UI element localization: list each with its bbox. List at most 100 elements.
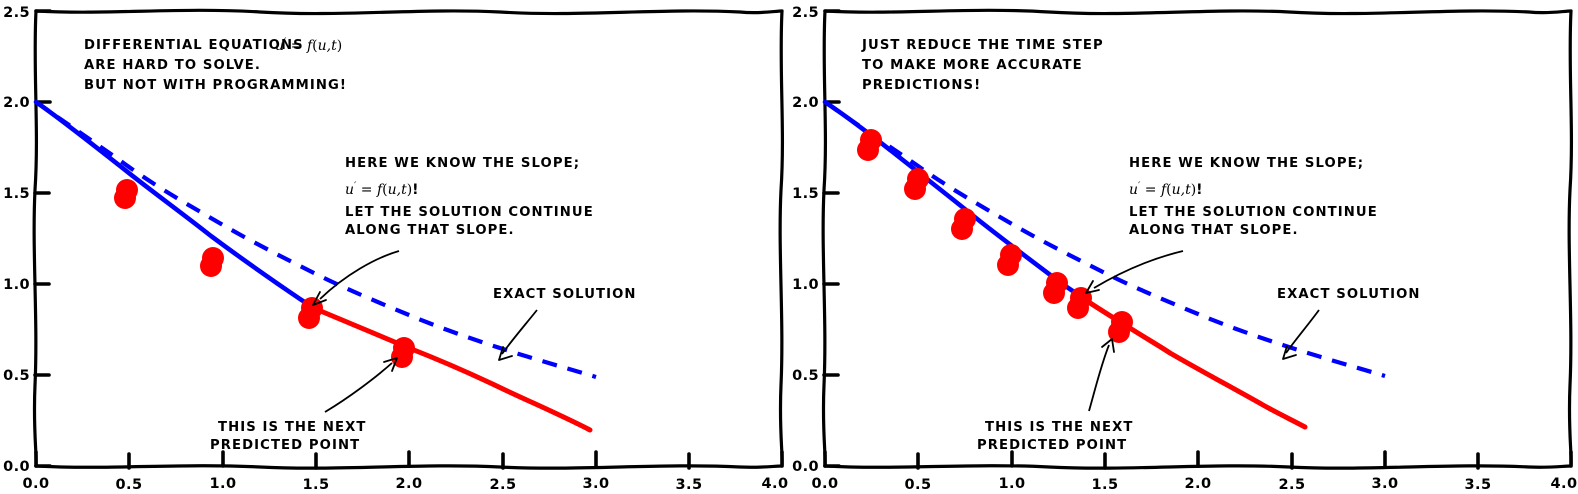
slope-arrow-head	[1085, 280, 1100, 294]
y-tick-label-1: 0.5	[3, 368, 30, 384]
y-ticks	[822, 9, 841, 468]
title-line-2: TO MAKE MORE ACCURATE	[862, 58, 1083, 73]
point-marker-1b	[200, 255, 222, 277]
x-tick-label-8: 4.0	[1551, 476, 1578, 492]
x-ticks	[34, 450, 784, 470]
next-point-line-2: PREDICTED POINT	[210, 438, 360, 453]
y-tick-label-3: 1.5	[3, 186, 30, 202]
title-line-2: ARE HARD TO SOLVE.	[84, 58, 261, 73]
panel-title: JUST REDUCE THE TIME STEP TO MAKE MORE A…	[861, 38, 1104, 93]
exact-solution-annotation: EXACT SOLUTION	[493, 287, 637, 361]
point-markers	[857, 129, 1133, 343]
y-tick-label-3: 1.5	[792, 186, 819, 202]
y-tick-label-5: 2.5	[3, 5, 30, 21]
slope-arrow-shaft	[1093, 250, 1184, 289]
point-marker-0b	[114, 187, 136, 209]
slope-math: u′ = f(u,t)!	[345, 181, 419, 198]
x-tick-label-4: 2.0	[1185, 476, 1212, 492]
y-tick-label-0: 0.0	[3, 459, 30, 475]
top-spine	[34, 8, 784, 16]
exact-solution-label: EXACT SOLUTION	[493, 287, 637, 302]
x-tick-label-7: 3.5	[1465, 477, 1492, 493]
slope-line-4: ALONG THAT SLOPE.	[345, 223, 515, 238]
exact-solution-curve	[823, 100, 1386, 379]
point-marker-0b	[857, 139, 879, 161]
y-tick-label-1: 0.5	[792, 368, 819, 384]
x-tick-label-5: 2.5	[490, 477, 517, 493]
x-tick-label-8: 4.0	[762, 476, 789, 492]
exact-solution-label: EXACT SOLUTION	[1277, 287, 1421, 302]
point-marker-3b	[997, 254, 1019, 276]
point-marker-4b	[1043, 282, 1065, 304]
exact-solution-annotation: EXACT SOLUTION	[1277, 287, 1421, 360]
next-point-arrow-head	[383, 357, 398, 372]
title-line-3: PREDICTIONS!	[862, 78, 981, 93]
x-tick-label-2: 1.0	[999, 476, 1026, 492]
y-tick-label-0: 0.0	[792, 459, 819, 475]
right-spine	[778, 9, 785, 468]
slope-line-3: LET THE SOLUTION CONTINUE	[345, 205, 594, 220]
point-marker-2b	[951, 218, 973, 240]
y-tick-label-2: 1.0	[3, 277, 30, 293]
x-tick-label-6: 3.0	[1372, 476, 1399, 492]
x-tick-labels: 0.0 0.5 1.0 1.5 2.0 2.5 3.0 3.5 4.0	[23, 476, 789, 493]
x-ticks	[823, 450, 1573, 470]
y-axis-spine	[32, 9, 39, 468]
title-line-1: DIFFERENTIAL EQUATIONS	[84, 38, 304, 53]
next-point-annotation: THIS IS THE NEXT PREDICTED POINT	[210, 357, 398, 453]
panel-left-plot: 0.0 0.5 1.0 1.5 2.0 2.5 0.0	[3, 5, 789, 493]
x-tick-label-0: 0.0	[812, 476, 839, 492]
point-marker-3b	[391, 346, 413, 368]
slope-annotation: HERE WE KNOW THE SLOPE; u′ = f(u,t)! LET…	[1129, 156, 1378, 238]
title-line-3: BUT NOT WITH PROGRAMMING!	[84, 78, 347, 93]
point-marker-5b	[1067, 297, 1089, 319]
y-axis-spine	[821, 9, 828, 468]
next-point-arrow-shaft	[324, 362, 393, 413]
top-spine	[823, 8, 1573, 16]
slope-arrow	[312, 250, 400, 306]
exact-solution-curve	[34, 100, 597, 380]
slope-arrow-shaft	[319, 250, 400, 300]
y-tick-label-4: 2.0	[792, 95, 819, 111]
x-tick-labels: 0.0 0.5 1.0 1.5 2.0 2.5 3.0 3.5 4.0	[812, 476, 1578, 493]
x-tick-label-4: 2.0	[396, 476, 423, 492]
slope-line-1: HERE WE KNOW THE SLOPE;	[1129, 156, 1364, 171]
exact-arrow-head	[498, 346, 513, 361]
point-markers	[114, 179, 415, 368]
y-tick-label-2: 1.0	[792, 277, 819, 293]
title-line-1: JUST REDUCE THE TIME STEP	[861, 38, 1104, 53]
next-point-annotation: THIS IS THE NEXT PREDICTED POINT	[977, 338, 1133, 453]
next-point-arrow-head	[1101, 338, 1115, 353]
panel-left: 0.0 0.5 1.0 1.5 2.0 2.5 0.0	[3, 5, 789, 493]
y-tick-labels: 0.0 0.5 1.0 1.5 2.0 2.5	[792, 5, 819, 475]
point-marker-6b	[1108, 321, 1130, 343]
x-axis-spine	[34, 464, 784, 470]
x-tick-label-6: 3.0	[583, 476, 610, 492]
next-point-line-2: PREDICTED POINT	[977, 438, 1127, 453]
slope-line-1: HERE WE KNOW THE SLOPE;	[345, 156, 580, 171]
x-tick-label-0: 0.0	[23, 476, 50, 492]
exact-arrow-shaft	[1285, 309, 1320, 354]
panel-title: DIFFERENTIAL EQUATIONS u′ = f(u,t) ARE H…	[84, 37, 347, 93]
x-tick-label-1: 0.5	[116, 477, 143, 493]
panel-right: 0.0 0.5 1.0 1.5 2.0 2.5 0.0 0.5	[789, 0, 1578, 494]
slope-arrow-head	[312, 291, 327, 306]
numerical-solution-curve	[33, 99, 319, 312]
next-point-arrow-shaft	[1088, 344, 1110, 412]
slope-line-3: LET THE SOLUTION CONTINUE	[1129, 205, 1378, 220]
point-marker-1b	[904, 178, 926, 200]
x-axis-spine	[823, 464, 1573, 470]
slope-line-4: ALONG THAT SLOPE.	[1129, 223, 1299, 238]
slope-annotation: HERE WE KNOW THE SLOPE; u′ = f(u,t)! LET…	[345, 156, 594, 238]
point-marker-2b	[298, 307, 320, 329]
y-tick-label-5: 2.5	[792, 5, 819, 21]
next-point-line-1: THIS IS THE NEXT	[985, 420, 1133, 435]
title-math: u′ = f(u,t)	[275, 37, 342, 54]
exact-arrow-head	[1282, 345, 1297, 360]
y-ticks	[33, 9, 52, 468]
prediction-line	[308, 304, 593, 433]
exact-arrow-shaft	[501, 309, 538, 355]
axis-lines	[32, 8, 785, 470]
y-tick-label-4: 2.0	[3, 95, 30, 111]
y-tick-labels: 0.0 0.5 1.0 1.5 2.0 2.5	[3, 5, 30, 475]
